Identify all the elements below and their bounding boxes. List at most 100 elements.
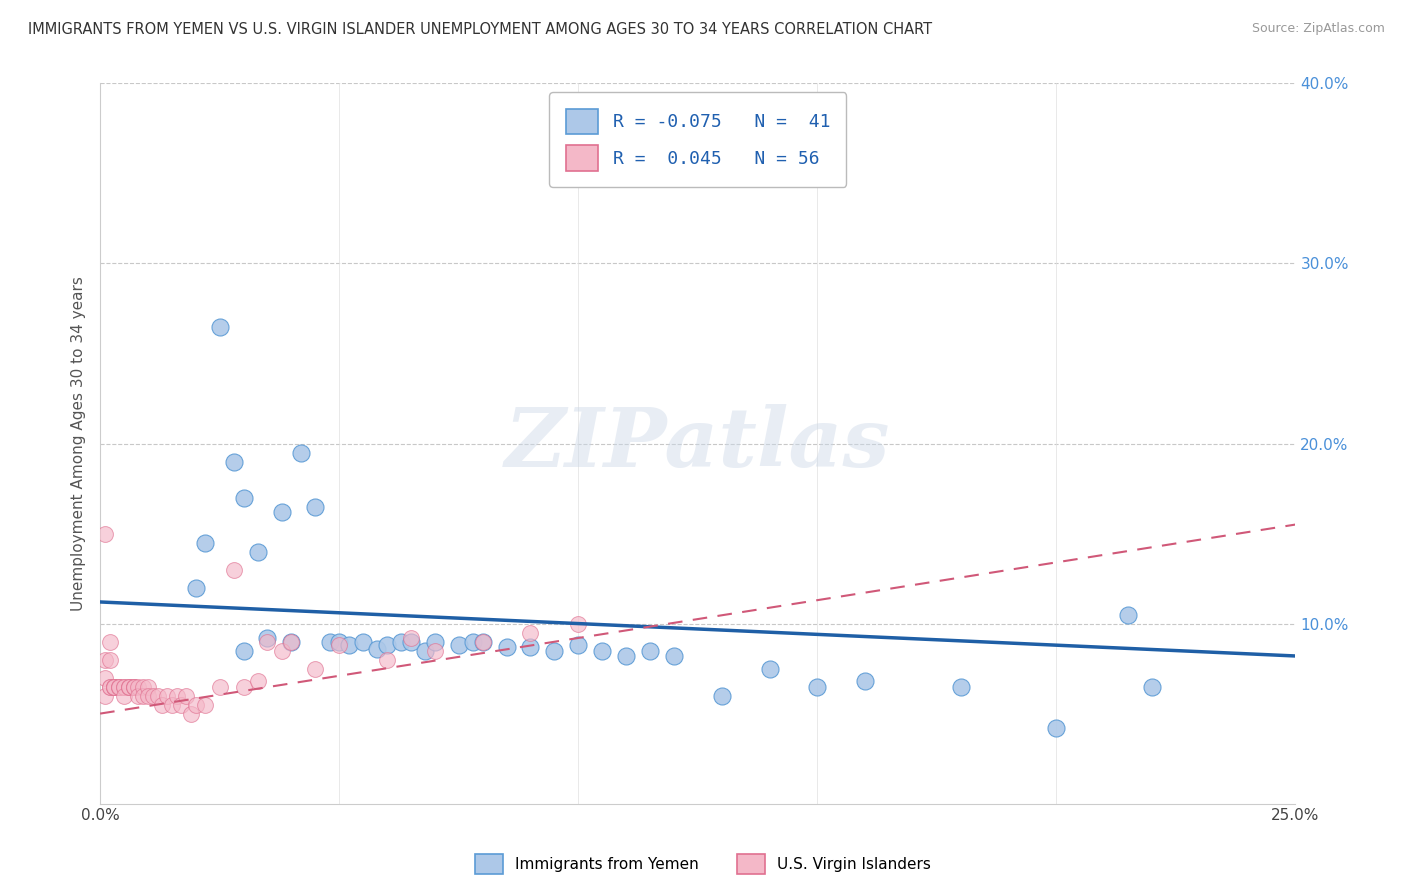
- Point: [222, 563, 245, 577]
- Point: [352, 634, 374, 648]
- Point: [103, 680, 125, 694]
- Point: [156, 689, 179, 703]
- Point: [591, 643, 613, 657]
- Point: [853, 674, 876, 689]
- Point: [160, 698, 183, 712]
- Point: [232, 680, 254, 694]
- Point: [118, 680, 141, 694]
- Point: [246, 544, 269, 558]
- Point: [270, 505, 292, 519]
- Point: [328, 638, 350, 652]
- Point: [1116, 607, 1139, 622]
- Point: [375, 638, 398, 652]
- Point: [127, 680, 149, 694]
- Point: [118, 680, 141, 694]
- Text: ZIPatlas: ZIPatlas: [505, 403, 890, 483]
- Point: [461, 634, 484, 648]
- Point: [328, 634, 350, 648]
- Point: [112, 689, 135, 703]
- Point: [423, 643, 446, 657]
- Point: [170, 698, 193, 712]
- Point: [127, 689, 149, 703]
- Point: [103, 680, 125, 694]
- Point: [280, 634, 302, 648]
- Point: [1045, 721, 1067, 735]
- Point: [471, 634, 494, 648]
- Point: [132, 689, 155, 703]
- Point: [94, 652, 117, 666]
- Point: [184, 698, 207, 712]
- Point: [614, 648, 637, 663]
- Point: [519, 625, 541, 640]
- Point: [304, 500, 326, 514]
- Point: [413, 643, 436, 657]
- Text: Source: ZipAtlas.com: Source: ZipAtlas.com: [1251, 22, 1385, 36]
- Point: [142, 689, 165, 703]
- Point: [94, 671, 117, 685]
- Point: [98, 634, 121, 648]
- Point: [567, 638, 589, 652]
- Point: [108, 680, 131, 694]
- Point: [337, 638, 360, 652]
- Y-axis label: Unemployment Among Ages 30 to 34 years: Unemployment Among Ages 30 to 34 years: [72, 277, 86, 611]
- Point: [222, 454, 245, 468]
- Point: [447, 638, 470, 652]
- Point: [122, 680, 145, 694]
- Point: [94, 526, 117, 541]
- Point: [1140, 680, 1163, 694]
- Point: [519, 640, 541, 654]
- Point: [174, 689, 197, 703]
- Point: [389, 634, 412, 648]
- Point: [208, 680, 231, 694]
- Point: [108, 680, 131, 694]
- Point: [103, 680, 125, 694]
- Legend: Immigrants from Yemen, U.S. Virgin Islanders: Immigrants from Yemen, U.S. Virgin Islan…: [470, 848, 936, 880]
- Point: [108, 680, 131, 694]
- Point: [290, 445, 312, 459]
- Point: [136, 689, 159, 703]
- Point: [122, 680, 145, 694]
- Point: [132, 680, 155, 694]
- Point: [180, 706, 202, 721]
- Point: [232, 491, 254, 505]
- Point: [375, 652, 398, 666]
- Point: [304, 662, 326, 676]
- Point: [710, 689, 733, 703]
- Point: [166, 689, 188, 703]
- Point: [112, 680, 135, 694]
- Point: [146, 689, 169, 703]
- Point: [256, 631, 278, 645]
- Point: [280, 634, 302, 648]
- Point: [98, 680, 121, 694]
- Point: [471, 634, 494, 648]
- Point: [567, 616, 589, 631]
- Point: [495, 640, 517, 654]
- Point: [118, 680, 141, 694]
- Point: [150, 698, 173, 712]
- Point: [246, 674, 269, 689]
- Point: [184, 581, 207, 595]
- Point: [98, 652, 121, 666]
- Point: [208, 319, 231, 334]
- Point: [103, 680, 125, 694]
- Text: IMMIGRANTS FROM YEMEN VS U.S. VIRGIN ISLANDER UNEMPLOYMENT AMONG AGES 30 TO 34 Y: IMMIGRANTS FROM YEMEN VS U.S. VIRGIN ISL…: [28, 22, 932, 37]
- Point: [232, 643, 254, 657]
- Point: [399, 634, 422, 648]
- Point: [366, 641, 388, 656]
- Point: [758, 662, 780, 676]
- Point: [94, 689, 117, 703]
- Point: [806, 680, 828, 694]
- Point: [194, 698, 217, 712]
- Point: [194, 535, 217, 549]
- Point: [318, 634, 340, 648]
- Point: [136, 680, 159, 694]
- Point: [949, 680, 972, 694]
- Point: [662, 648, 685, 663]
- Point: [399, 631, 422, 645]
- Point: [112, 680, 135, 694]
- Point: [638, 643, 661, 657]
- Point: [98, 680, 121, 694]
- Point: [543, 643, 565, 657]
- Point: [122, 680, 145, 694]
- Point: [423, 634, 446, 648]
